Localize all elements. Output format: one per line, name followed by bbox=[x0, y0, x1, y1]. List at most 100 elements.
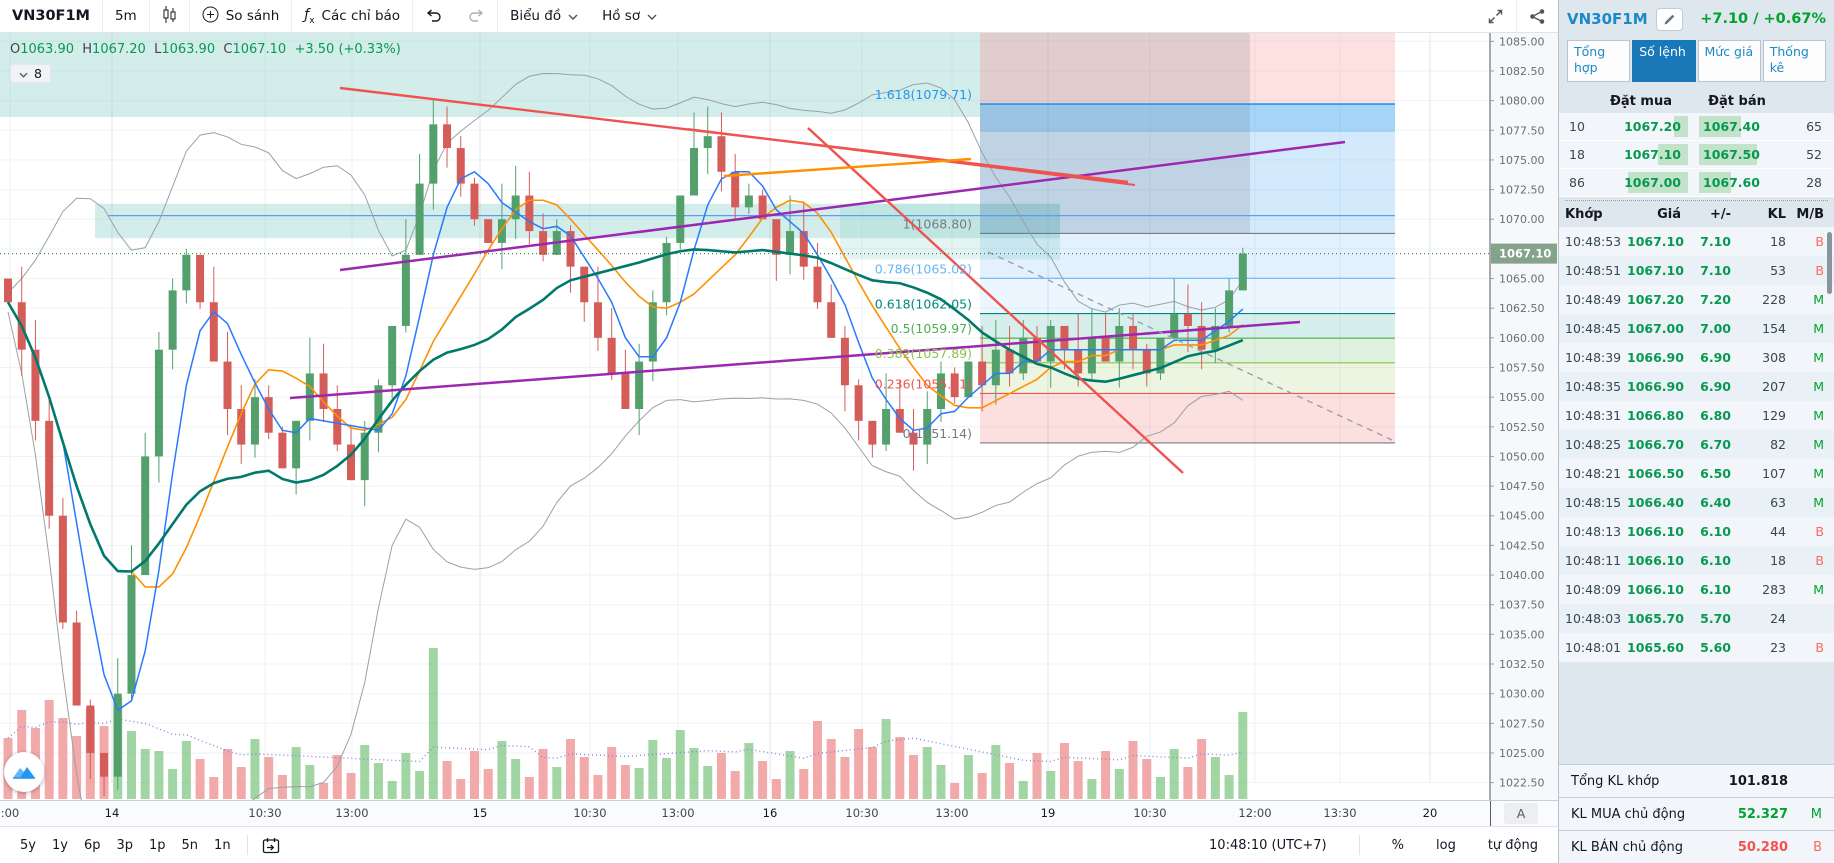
svg-text:1070.00: 1070.00 bbox=[1499, 213, 1545, 226]
trade-change: 7.00 bbox=[1700, 321, 1731, 336]
svg-text:1052.50: 1052.50 bbox=[1499, 421, 1545, 434]
bid-volume: 10 bbox=[1569, 119, 1585, 134]
trade-row: 10:48:21 1066.50 6.50 107 M bbox=[1559, 459, 1834, 488]
indicator-count-badge[interactable]: 8 bbox=[10, 64, 51, 83]
compare-button[interactable]: So sánh bbox=[190, 0, 292, 32]
bid-price[interactable]: 1067.10 bbox=[1624, 147, 1681, 162]
toolbar-divider bbox=[246, 835, 248, 855]
trade-time: 10:48:53 bbox=[1565, 234, 1622, 249]
fullscreen-icon[interactable] bbox=[1475, 0, 1516, 32]
panel-scrollbar-thumb[interactable] bbox=[1827, 232, 1832, 294]
bid-price[interactable]: 1067.20 bbox=[1624, 119, 1681, 134]
ask-price[interactable]: 1067.50 bbox=[1703, 147, 1760, 162]
trade-price: 1066.10 bbox=[1627, 553, 1684, 568]
range-1p-button[interactable]: 1p bbox=[149, 837, 166, 853]
panel-symbol-link[interactable]: VN30F1M bbox=[1567, 10, 1648, 28]
ask-volume: 28 bbox=[1806, 175, 1822, 190]
bid-depth-bar bbox=[1674, 116, 1688, 137]
trade-row: 10:48:39 1066.90 6.90 308 M bbox=[1559, 343, 1834, 372]
range-6p-button[interactable]: 6p bbox=[83, 837, 101, 853]
time-axis-tick: 10:30 bbox=[845, 806, 879, 820]
trade-price: 1066.10 bbox=[1627, 582, 1684, 597]
bottom-toolbar: 5y 1y 6p 3p 1p 5n 1n 10:48:10 (UTC+7) % log tự… bbox=[0, 826, 1558, 863]
log-scale-button[interactable]: log bbox=[1436, 837, 1456, 853]
tab-3[interactable]: Thống kê bbox=[1762, 40, 1826, 82]
indicators-button[interactable]: ƒx Các chỉ báo bbox=[304, 6, 401, 26]
svg-text:1037.50: 1037.50 bbox=[1499, 599, 1545, 612]
ask-depth-bar bbox=[1699, 172, 1731, 193]
trade-row: 10:48:45 1067.00 7.00 154 M bbox=[1559, 314, 1834, 343]
auto-scale-button[interactable]: tự động bbox=[1487, 837, 1538, 853]
trade-time: 10:48:25 bbox=[1565, 437, 1622, 452]
trade-price: 1065.60 bbox=[1627, 640, 1684, 655]
bid-price[interactable]: 1067.00 bbox=[1624, 175, 1681, 190]
trade-time: 10:48:13 bbox=[1565, 524, 1622, 539]
range-5n-button[interactable]: 5n bbox=[181, 837, 199, 853]
trade-row: 10:48:01 1065.60 5.60 23 B bbox=[1559, 633, 1834, 662]
time-axis-tick: 20 bbox=[1422, 806, 1438, 820]
trade-price: 1066.40 bbox=[1627, 495, 1684, 510]
go-to-date-icon[interactable] bbox=[256, 827, 286, 863]
svg-text:1062.50: 1062.50 bbox=[1499, 302, 1545, 315]
share-icon[interactable] bbox=[1517, 0, 1558, 32]
tab-0[interactable]: Tổng hợp bbox=[1567, 40, 1631, 82]
trade-time: 10:48:21 bbox=[1565, 466, 1622, 481]
summary-value: 101.818 bbox=[1728, 773, 1788, 789]
ask-price[interactable]: 1067.60 bbox=[1703, 175, 1760, 190]
summary-label: Tổng KL khớp bbox=[1571, 773, 1660, 789]
svg-text:1030.00: 1030.00 bbox=[1499, 688, 1545, 701]
profile-menu-button[interactable]: Hồ sơ bbox=[590, 0, 669, 32]
svg-text:1.618(1079.71): 1.618(1079.71) bbox=[875, 87, 972, 102]
chart-type-button[interactable] bbox=[150, 0, 189, 32]
redo-button[interactable] bbox=[455, 0, 497, 32]
trade-volume: 18 bbox=[1770, 553, 1786, 568]
trade-side: M bbox=[1813, 408, 1824, 423]
trade-time: 10:48:15 bbox=[1565, 495, 1622, 510]
symbol-button[interactable]: VN30F1M bbox=[12, 8, 90, 24]
range-5y-button[interactable]: 5y bbox=[20, 837, 36, 853]
bottom-right-group: 10:48:10 (UTC+7) % log tự động bbox=[1201, 834, 1546, 857]
trade-price: 1066.80 bbox=[1627, 408, 1684, 423]
tab-2[interactable]: Mức giá bbox=[1697, 40, 1761, 82]
svg-text:1085.00: 1085.00 bbox=[1499, 35, 1545, 48]
trade-price: 1066.50 bbox=[1627, 466, 1684, 481]
trade-time: 10:48:49 bbox=[1565, 292, 1622, 307]
clock[interactable]: 10:48:10 (UTC+7) bbox=[1209, 837, 1327, 853]
price-chart-canvas[interactable]: 1.618(1079.71) 1(1068.80) 0.786(1065.02) 0.… bbox=[0, 33, 1558, 800]
toolbar-divider bbox=[148, 0, 150, 32]
toolbar-divider bbox=[1358, 835, 1360, 855]
range-3p-button[interactable]: 3p bbox=[116, 837, 133, 853]
trade-price: 1066.70 bbox=[1627, 437, 1684, 452]
trade-row: 10:48:25 1066.70 6.70 82 M bbox=[1559, 430, 1834, 459]
trade-row: 10:48:09 1066.10 6.10 283 M bbox=[1559, 575, 1834, 604]
interval-button[interactable]: 5m bbox=[114, 8, 137, 24]
panel-tabs: Tổng hợp Số lệnh Mức giá Thống kê bbox=[1559, 38, 1834, 88]
orderbook: 10 1067.20 1067.40 65 18 1067.10 1067.50 52 86 10… bbox=[1559, 113, 1834, 197]
chart-area: 1.618(1079.71) 1(1068.80) 0.786(1065.02) 0.… bbox=[0, 33, 1558, 800]
trade-change: 6.90 bbox=[1700, 379, 1731, 394]
trade-volume: 154 bbox=[1762, 321, 1786, 336]
trade-time: 10:48:11 bbox=[1565, 553, 1622, 568]
trade-side: B bbox=[1815, 234, 1824, 249]
trades-col-header: Giá bbox=[1657, 207, 1681, 222]
range-1n-button[interactable]: 1n bbox=[214, 837, 231, 853]
trade-row: 10:48:13 1066.10 6.10 44 B bbox=[1559, 517, 1834, 546]
tab-1[interactable]: Số lệnh bbox=[1632, 40, 1696, 82]
range-1y-button[interactable]: 1y bbox=[51, 837, 68, 853]
time-axis[interactable]: A :00 14 10:30 13:00 15 10:30 13:00 16 10:30 13:0… bbox=[0, 800, 1558, 826]
time-axis-tick: 12:00 bbox=[1238, 806, 1272, 820]
chevron-down-icon bbox=[19, 66, 28, 81]
bid-depth-bar bbox=[1628, 172, 1688, 193]
axis-auto-button[interactable]: A bbox=[1504, 803, 1538, 824]
ask-price[interactable]: 1067.40 bbox=[1703, 119, 1760, 134]
trades-col-header: Khớp bbox=[1565, 207, 1603, 222]
toolbar-right-group bbox=[1475, 0, 1558, 32]
percent-scale-button[interactable]: % bbox=[1391, 837, 1404, 853]
ask-volume: 65 bbox=[1806, 119, 1822, 134]
undo-button[interactable] bbox=[413, 0, 455, 32]
trade-time: 10:48:31 bbox=[1565, 408, 1622, 423]
price-axis[interactable] bbox=[1490, 33, 1558, 800]
chart-menu-button[interactable]: Biểu đồ bbox=[498, 0, 590, 32]
edit-symbol-button[interactable] bbox=[1655, 7, 1683, 31]
svg-text:1045.00: 1045.00 bbox=[1499, 510, 1545, 523]
